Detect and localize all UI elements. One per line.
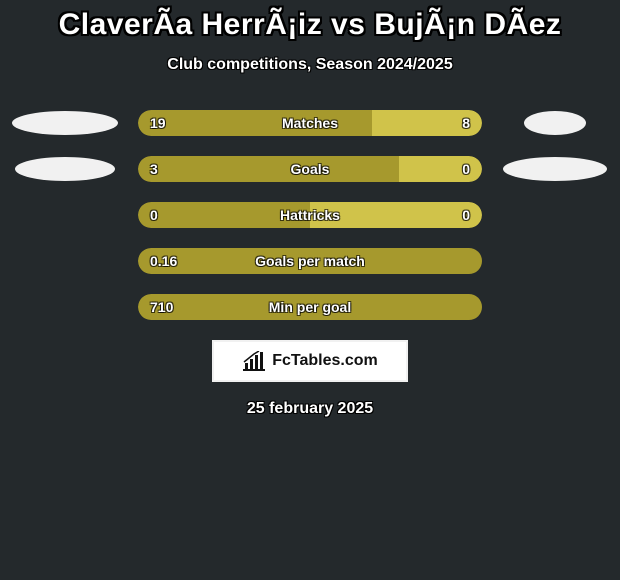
stat-bar: 0.16 Goals per match [138,248,482,274]
right-ellipse [503,157,607,181]
stat-bar: 0 0 Hattricks [138,202,482,228]
stat-row: 19 8 Matches [0,110,620,136]
stat-bar: 710 Min per goal [138,294,482,320]
stat-right-value: 0 [462,161,470,177]
stat-label: Goals [291,161,330,177]
stat-row: 0.16 Goals per match [0,248,620,274]
stat-left-value: 3 [150,161,158,177]
stat-row: 3 0 Goals [0,156,620,182]
stat-label: Hattricks [280,207,340,223]
page-title: ClaverÃ­a HerrÃ¡iz vs BujÃ¡n DÃ­ez [0,0,620,42]
logo-box: FcTables.com [212,340,408,382]
stat-row: 0 0 Hattricks [0,202,620,228]
stat-label: Matches [282,115,338,131]
stat-right-value: 0 [462,207,470,223]
right-ellipse [524,111,586,135]
stat-label: Goals per match [255,253,365,269]
logo-text: FcTables.com [272,352,378,370]
page-subtitle: Club competitions, Season 2024/2025 [0,56,620,74]
stat-left-value: 0.16 [150,253,177,269]
left-ellipse [15,157,115,181]
date-line: 25 february 2025 [0,400,620,418]
stat-right-value: 8 [462,115,470,131]
comparison-infographic: ClaverÃ­a HerrÃ¡iz vs BujÃ¡n DÃ­ez Club … [0,0,620,580]
stats-container: 19 8 Matches 3 0 Goals 0 0 Hattricks 0.16 Goals pe… [0,110,620,320]
stat-left-value: 710 [150,299,173,315]
stat-left-value: 19 [150,115,166,131]
bar-left [138,156,399,182]
stat-row: 710 Min per goal [0,294,620,320]
stat-left-value: 0 [150,207,158,223]
stat-label: Min per goal [269,299,351,315]
stat-bar: 19 8 Matches [138,110,482,136]
stat-bar: 3 0 Goals [138,156,482,182]
left-ellipse [12,111,118,135]
bar-chart-icon [242,351,266,371]
